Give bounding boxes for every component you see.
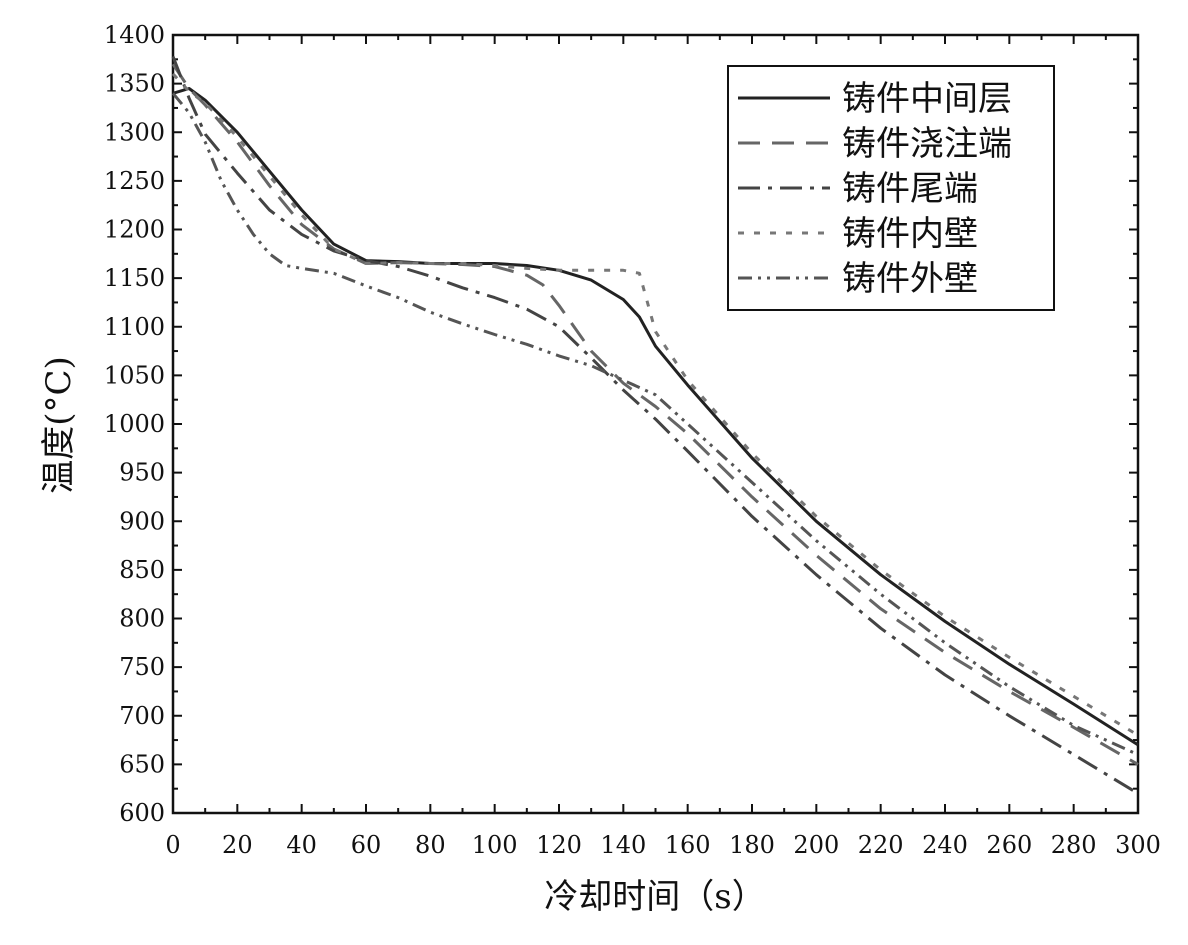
y-tick-label: 1350 [104,70,165,98]
x-tick-label: 140 [600,831,646,859]
y-tick-label: 600 [119,799,165,827]
x-tick-label: 260 [986,831,1032,859]
legend-label-2: 铸件浇注端 [842,124,1012,164]
legend-label-3: 铸件尾端 [842,169,978,209]
x-tick-label: 280 [1051,831,1097,859]
x-tick-label: 20 [222,831,253,859]
x-tick-label: 60 [351,831,382,859]
y-tick-label: 900 [119,507,165,535]
y-tick-label: 650 [119,750,165,778]
series-line-2 [171,63,1139,766]
y-tick-label: 1100 [104,313,165,341]
y-tick-label: 1000 [104,410,165,438]
y-tick-label: 1200 [104,216,165,244]
y-tick-label: 1150 [104,264,165,292]
x-tick-label: 80 [415,831,446,859]
y-tick-label: 1400 [104,21,165,49]
x-tick-label: 220 [858,831,904,859]
x-tick-label: 240 [922,831,968,859]
x-tick-label: 160 [665,831,711,859]
series-layer [171,55,1139,795]
x-axis-ticks: 0 20 40 60 80 100 120 140 160 180 200 220 240 260 280 3… [165,35,1161,859]
y-tick-label: 850 [119,556,165,584]
y-tick-label: 700 [119,702,165,730]
y-axis-ticks: 600 650 700 750 800 850 900 950 1000 1050 1100 1150… [104,21,1138,827]
y-tick-label: 1050 [104,361,165,389]
y-tick-label: 750 [119,653,165,681]
x-tick-label: 0 [165,831,180,859]
y-axis-title: 温度(°C) [39,356,79,494]
x-tick-label: 100 [472,831,518,859]
x-tick-label: 120 [536,831,582,859]
legend-label-5: 铸件外壁 [842,259,978,299]
legend-label-4: 铸件内壁 [842,214,978,254]
x-tick-label: 180 [729,831,775,859]
series-line-4 [171,72,1139,737]
x-tick-label: 200 [793,831,839,859]
legend-label-1: 铸件中间层 [842,79,1012,119]
y-tick-label: 1300 [104,118,165,146]
y-tick-label: 950 [119,459,165,487]
x-tick-label: 300 [1115,831,1161,859]
series-line-3 [171,55,1139,795]
x-axis-title: 冷却时间（s） [544,877,765,917]
x-tick-label: 40 [286,831,317,859]
y-tick-label: 1250 [104,167,165,195]
y-tick-label: 800 [119,605,165,633]
